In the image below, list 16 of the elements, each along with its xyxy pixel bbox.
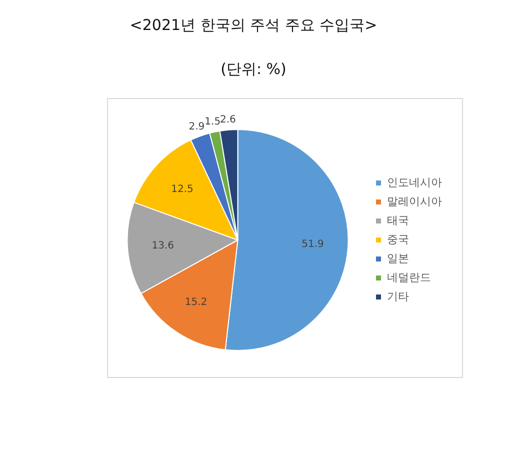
legend-label: 네덜란드	[387, 270, 431, 284]
legend-label: 인도네시아	[387, 176, 442, 189]
data-label: 13.6	[152, 240, 174, 252]
legend-label: 기타	[387, 290, 409, 303]
chart-title: <2021년 한국의 주석 주요 수입국>	[128, 16, 378, 35]
data-label: 51.9	[302, 238, 324, 250]
data-label: 2.6	[220, 114, 236, 126]
chart-subtitle: (단위: %)	[220, 60, 288, 79]
legend-label: 말레이시아	[387, 194, 442, 208]
data-label: 2.9	[188, 121, 205, 132]
legend-label: 태국	[387, 214, 409, 227]
legend-label: 일본	[387, 252, 409, 265]
data-label: 15.2	[184, 297, 208, 308]
data-label: 1.5	[204, 116, 221, 128]
data-label: 12.5	[171, 184, 194, 195]
legend-label: 중국	[387, 232, 409, 246]
